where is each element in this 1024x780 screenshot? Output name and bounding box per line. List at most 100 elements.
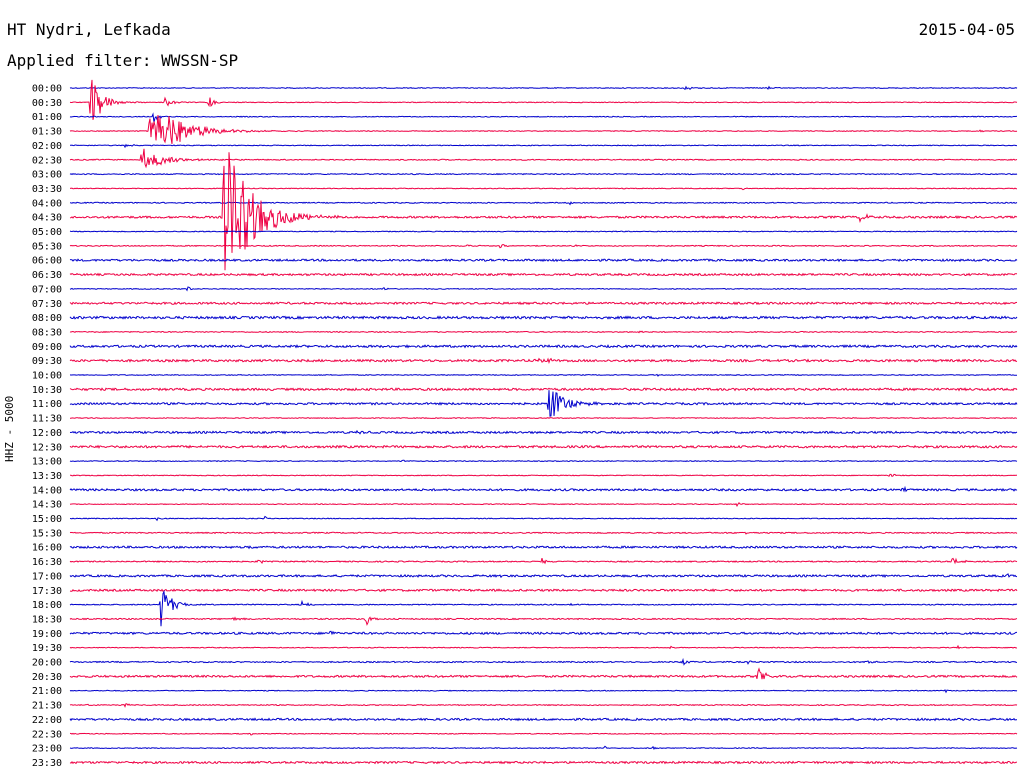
time-label: 06:00 [32,256,62,267]
filter-label: Applied filter: WWSSN-SP [7,51,239,70]
trace-group [69,79,1018,765]
trace-0400 [69,201,1018,206]
trace-0430 [69,152,1018,271]
trace-2200 [69,717,1017,722]
time-label: 21:30 [32,701,62,712]
trace-2130 [69,703,1018,708]
trace-0600 [69,258,1018,263]
trace-0000 [69,85,1018,91]
trace-1300 [69,459,1018,463]
time-label: 04:00 [32,198,62,209]
trace-0330 [69,187,1017,191]
time-label: 03:30 [32,184,62,195]
time-label: 08:00 [32,313,62,324]
trace-1630 [69,557,1018,565]
time-label: 00:00 [32,84,62,95]
time-label: 22:30 [32,729,62,740]
time-label: 14:00 [32,485,62,496]
time-label: 20:00 [32,658,62,669]
time-label: 07:00 [32,284,62,295]
time-label: 21:00 [32,686,62,697]
trace-0900 [69,344,1018,349]
trace-0500 [69,230,1018,233]
trace-0130 [69,114,1018,144]
trace-2000 [69,657,1017,666]
time-label: 05:30 [32,241,62,252]
time-label: 02:30 [32,155,62,166]
time-label: 09:30 [32,356,62,367]
time-label: 04:30 [32,213,62,224]
trace-1330 [69,473,1017,478]
time-label: 15:30 [32,528,62,539]
trace-1400 [69,485,1018,493]
time-label: 11:00 [32,399,62,410]
time-label: 22:00 [32,715,62,726]
trace-2030 [69,667,1018,680]
time-label: 19:00 [32,629,62,640]
time-label: 19:30 [32,643,62,654]
trace-0230 [69,148,1018,169]
time-label: 13:30 [32,471,62,482]
trace-1700 [69,573,1018,579]
time-label: 15:00 [32,514,62,525]
trace-0630 [69,272,1017,277]
trace-2300 [69,745,1018,751]
station-title: HT Nydri, Lefkada [7,20,171,39]
time-label: 02:00 [32,141,62,152]
time-label: 10:00 [32,371,62,382]
time-label: 20:30 [32,672,62,683]
time-label: 12:00 [32,428,62,439]
trace-1030 [69,387,1018,392]
time-label: 18:00 [32,600,62,611]
time-label: 01:30 [32,127,62,138]
trace-0100 [69,112,1017,123]
time-label: 08:30 [32,327,62,338]
time-label: 23:00 [32,744,62,755]
date-label: 2015-04-05 [918,20,1015,39]
trace-1000 [69,373,1017,377]
time-label: 00:30 [32,98,62,109]
trace-1800 [69,589,1018,627]
trace-0530 [69,243,1018,249]
time-label: 17:00 [32,571,62,582]
time-label-group: 00:00 00:30 01:00 01:30 02:00 02:30 03:00 03:30… [32,84,62,769]
trace-2230 [69,732,1018,736]
trace-0200 [70,143,1017,149]
trace-0730 [69,301,1018,306]
time-label: 01:00 [32,112,62,123]
time-label: 23:30 [32,758,62,769]
trace-1130 [70,417,1018,420]
time-label: 16:00 [32,543,62,554]
time-label: 17:30 [32,586,62,597]
trace-1730 [69,588,1018,593]
trace-0800 [69,315,1018,320]
trace-0830 [69,330,1018,334]
time-label: 06:30 [32,270,62,281]
trace-1900 [69,630,1017,636]
time-label: 11:30 [32,414,62,425]
trace-1430 [69,502,1018,507]
trace-0030 [69,79,1018,120]
trace-1100 [69,390,1018,417]
trace-0930 [69,357,1018,365]
time-label: 05:00 [32,227,62,238]
time-label: 10:30 [32,385,62,396]
trace-0300 [69,172,1018,176]
trace-2330 [69,760,1018,765]
time-label: 18:30 [32,614,62,625]
time-label: 14:30 [32,500,62,511]
trace-0700 [69,286,1018,292]
time-label: 12:30 [32,442,62,453]
time-label: 13:00 [32,457,62,468]
trace-1930 [69,644,1018,650]
time-label: 03:00 [32,170,62,181]
trace-1230 [69,444,1018,449]
time-label: 07:30 [32,299,62,310]
time-label: 09:00 [32,342,62,353]
trace-1530 [69,531,1018,535]
trace-1830 [69,616,1018,626]
trace-2100 [69,689,1018,694]
trace-1200 [69,429,1018,435]
trace-1500 [69,515,1018,522]
